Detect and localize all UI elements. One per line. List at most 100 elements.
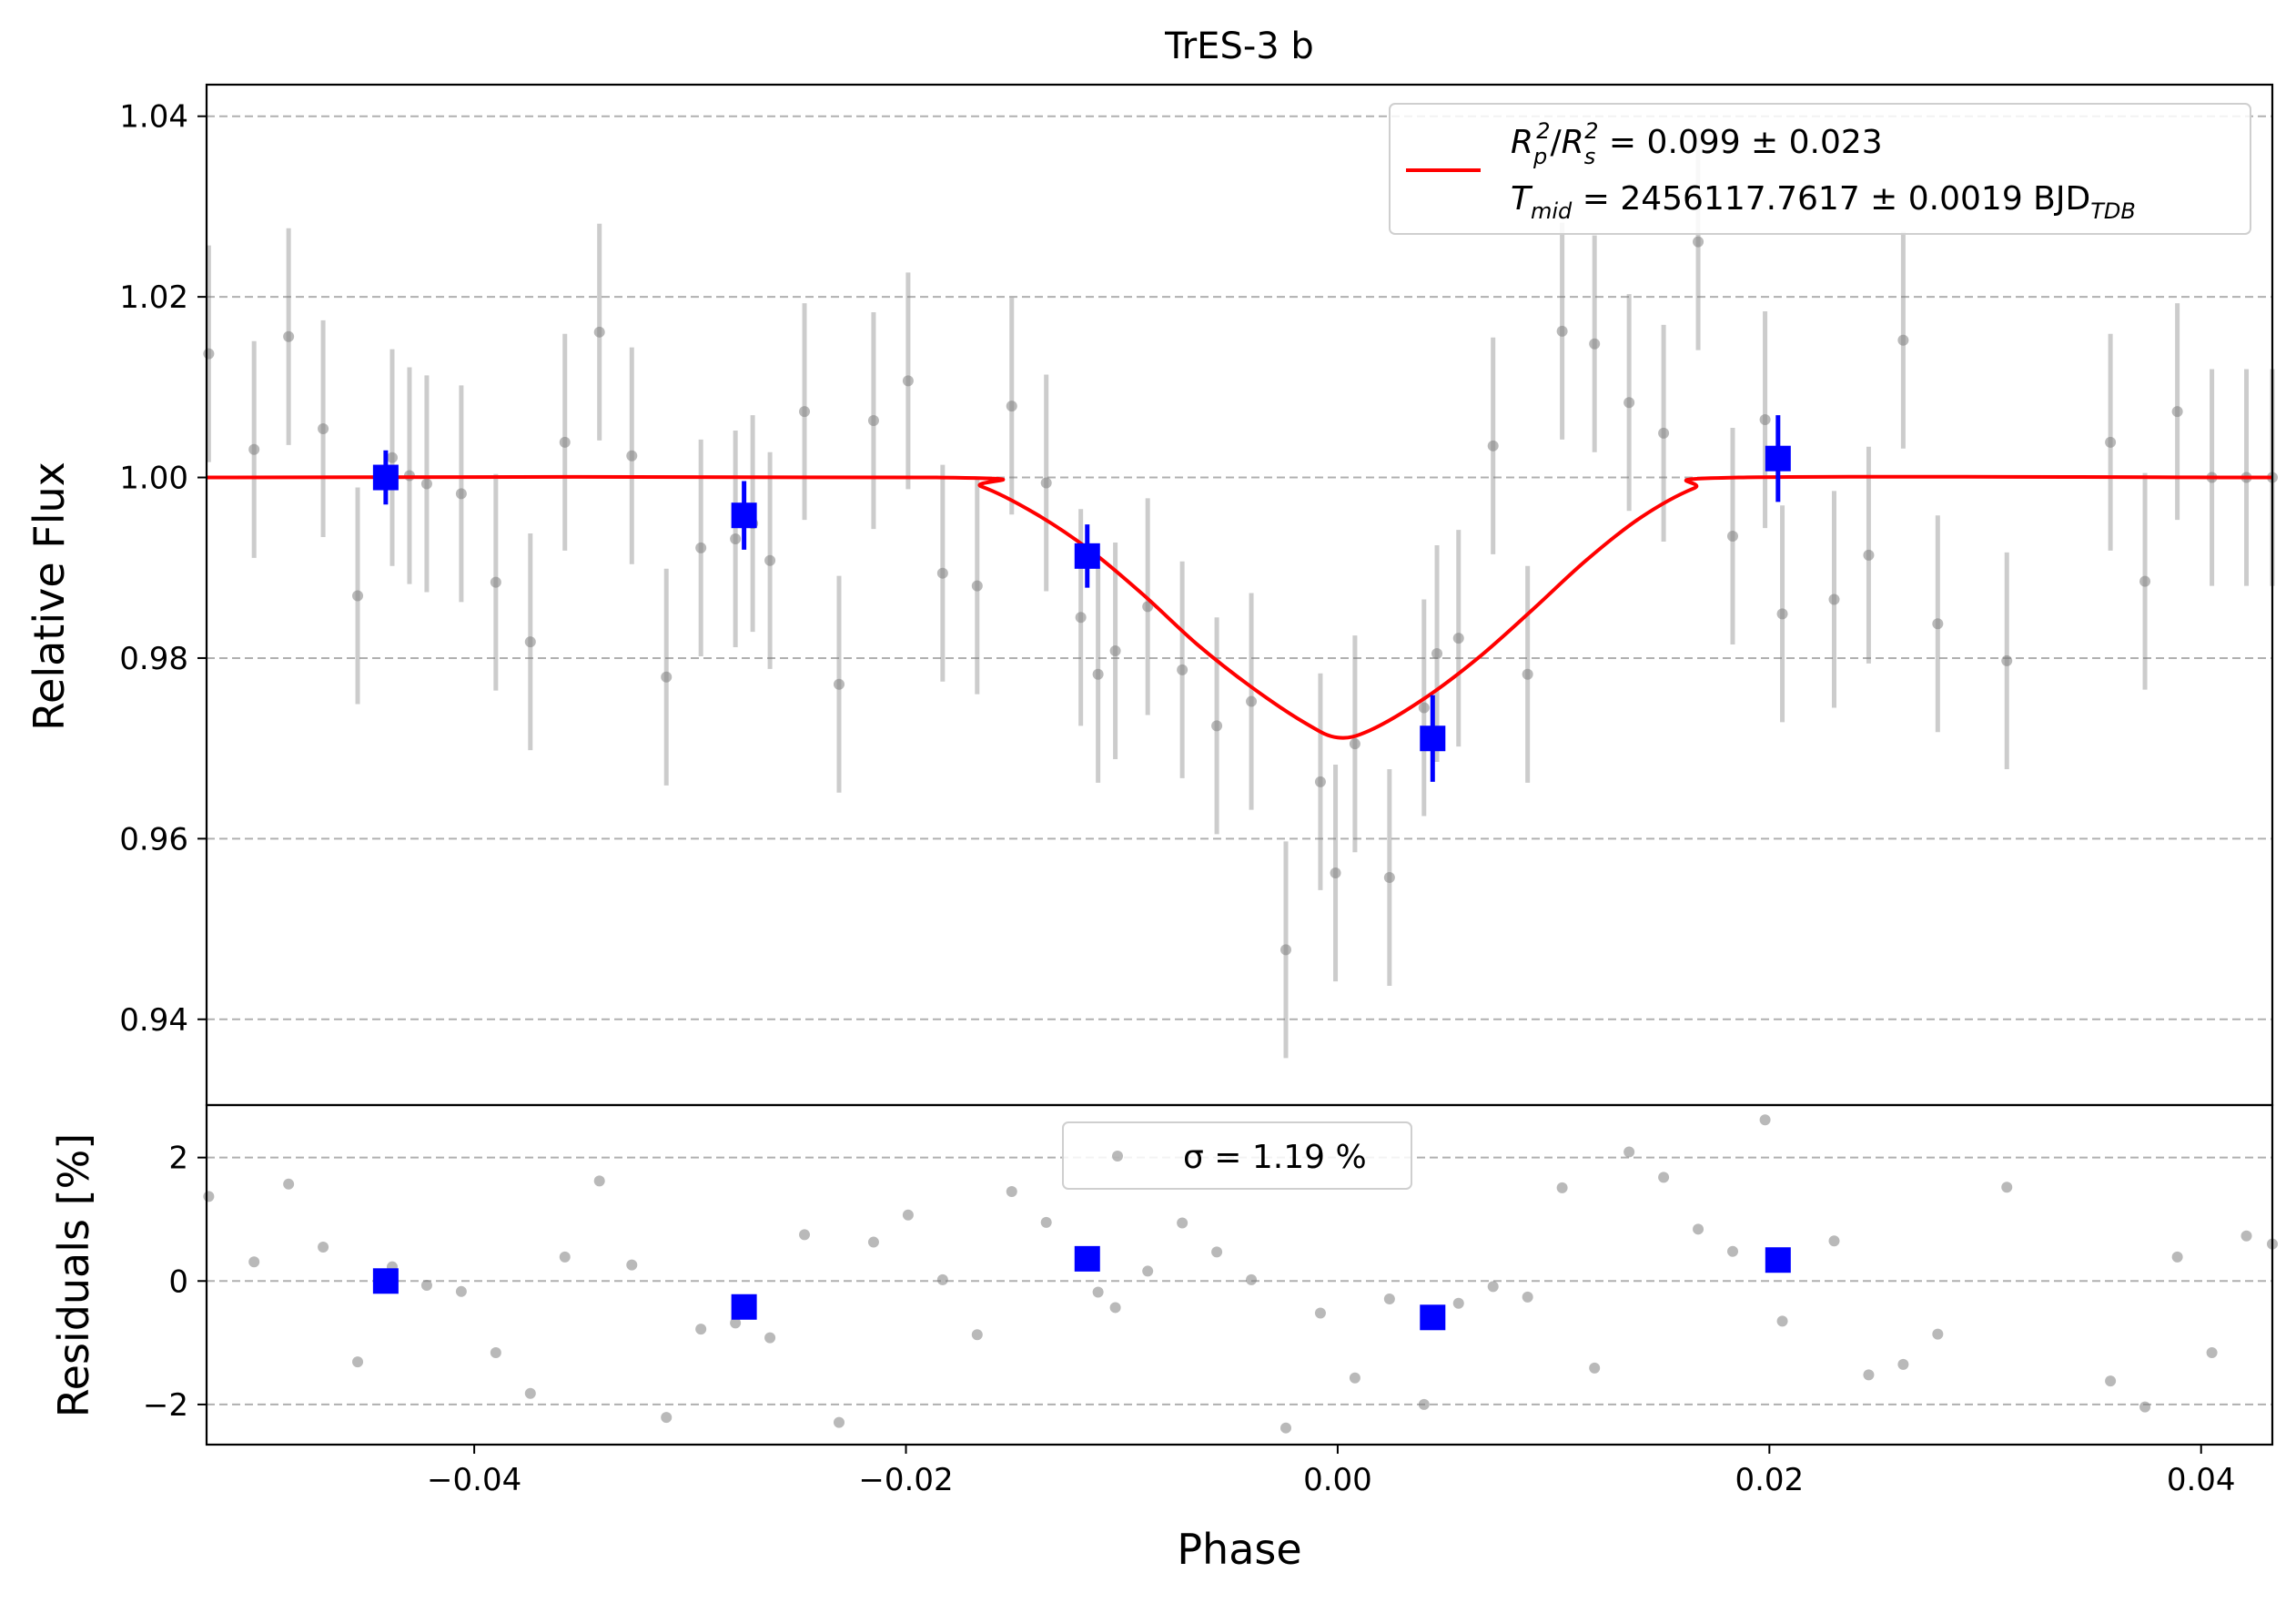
phase-x-tick-label: −0.02 <box>858 1462 953 1498</box>
transit-model-curve <box>206 474 2273 740</box>
residuals-y-tick-label: 0 <box>168 1263 188 1300</box>
residual-point <box>1487 1281 1499 1293</box>
residual-point <box>490 1346 501 1358</box>
residual-point <box>2240 1230 2252 1242</box>
residual-point <box>867 1236 879 1248</box>
residual-point <box>1658 1172 1670 1183</box>
legend-r1-sub: p <box>1532 144 1547 169</box>
residual-point <box>420 1280 432 1292</box>
residual-point <box>1623 1146 1635 1158</box>
residual-point <box>1863 1369 1875 1381</box>
flux-data-point <box>626 450 638 462</box>
residual-point <box>730 1317 742 1329</box>
flux-y-axis-label: Relative Flux <box>25 462 74 731</box>
phase-x-tick-label: −0.04 <box>427 1462 521 1498</box>
flux-data-point <box>1418 702 1430 714</box>
flux-data-point <box>2105 436 2117 448</box>
flux-y-tick-label: 0.98 <box>119 641 188 677</box>
phase-x-tick-label: 0.02 <box>1735 1462 1804 1498</box>
legend-t: T <box>1511 180 1533 218</box>
residuals-y-ticks: −2 0 2 <box>143 1141 207 1424</box>
residual-point <box>2206 1346 2218 1358</box>
residual-point <box>352 1356 364 1368</box>
residual-point <box>1246 1273 1258 1285</box>
residual-point <box>318 1241 329 1253</box>
residual-point <box>1452 1297 1464 1309</box>
legend-t-sub: mid <box>1531 198 1573 224</box>
flux-panel: 0.940.960.981.001.021.04 Rp2/Rs2 = 0.099… <box>25 83 2278 1107</box>
flux-y-tick-label: 1.00 <box>119 461 188 497</box>
residual-point <box>1040 1216 1052 1228</box>
flux-data-point <box>695 542 707 553</box>
residual-point <box>283 1178 295 1190</box>
binned-residual-point <box>1420 1304 1446 1331</box>
legend-radius-ratio: Rp2/Rs2 = 0.099 ± 0.023 <box>1511 118 1883 169</box>
chart-title: TrES-3 b <box>1164 25 1314 67</box>
flux-data-point <box>455 488 467 500</box>
residual-point <box>1932 1328 1944 1340</box>
flux-legend-box <box>1389 103 2251 235</box>
residual-point <box>1897 1358 1909 1370</box>
flux-binned-points <box>372 415 1791 782</box>
residual-point <box>1279 1422 1291 1434</box>
flux-data-point <box>248 443 260 455</box>
flux-data-point <box>1589 338 1601 350</box>
legend-slash: / <box>1551 124 1563 161</box>
residual-point <box>2171 1251 2183 1263</box>
residuals-binned-points <box>372 1245 1791 1331</box>
binned-residual-point <box>731 1294 757 1320</box>
flux-y-tick-label: 1.02 <box>119 279 188 316</box>
flux-data-point <box>1349 738 1360 750</box>
residuals-legend-sigma: σ = 1.19 % <box>1183 1139 1367 1176</box>
legend-r2-sup: 2 <box>1584 118 1598 144</box>
residuals-legend-marker <box>1112 1151 1123 1162</box>
residuals-data-points <box>203 1114 2278 1434</box>
flux-data-point <box>1142 601 1154 613</box>
residual-point <box>1211 1246 1223 1258</box>
residual-point <box>1092 1286 1104 1298</box>
residual-point <box>626 1259 638 1271</box>
residual-point <box>1349 1372 1360 1384</box>
flux-data-point <box>764 554 776 566</box>
residual-point <box>1418 1398 1430 1410</box>
flux-data-point <box>1314 776 1326 787</box>
residual-point <box>1693 1223 1704 1235</box>
flux-data-point <box>283 330 295 342</box>
binned-point <box>1765 445 1791 472</box>
residual-point <box>2105 1375 2117 1387</box>
flux-data-point <box>1092 668 1104 680</box>
flux-legend: Rp2/Rs2 = 0.099 ± 0.023 Tmid = 2456117.7… <box>1389 103 2251 235</box>
legend-r2: R <box>1562 124 1584 161</box>
flux-data-point <box>203 348 215 360</box>
residual-point <box>1177 1217 1188 1229</box>
residuals-axes-frame <box>205 1103 2274 1446</box>
flux-data-point <box>1776 608 1788 620</box>
legend-r1-sup: 2 <box>1536 118 1550 144</box>
flux-data-point <box>1006 401 1017 412</box>
phase-x-tick-label: 0.04 <box>2167 1462 2236 1498</box>
flux-data-point <box>1623 397 1635 409</box>
flux-data-point <box>1211 720 1223 732</box>
binned-residual-point <box>1074 1245 1100 1272</box>
flux-data-point <box>318 422 329 434</box>
flux-data-points <box>203 133 2278 1059</box>
flux-data-point <box>1177 664 1188 675</box>
flux-data-point <box>2139 575 2151 587</box>
flux-data-point <box>1040 477 1052 489</box>
residual-point <box>1109 1302 1121 1314</box>
legend-tmid: Tmid = 2456117.7617 ± 0.0019 BJDTDB <box>1511 180 2136 224</box>
flux-data-point <box>1431 647 1443 659</box>
residuals-y-axis-label: Residuals [%] <box>49 1133 98 1417</box>
residual-point <box>1006 1185 1017 1197</box>
residuals-legend-box <box>1062 1121 1412 1190</box>
flux-data-point <box>971 580 983 592</box>
residual-point <box>1759 1114 1771 1126</box>
flux-data-point <box>420 478 432 490</box>
flux-data-point <box>490 576 501 588</box>
residual-point <box>593 1175 605 1187</box>
flux-data-point <box>833 678 845 690</box>
residuals-legend: σ = 1.19 % <box>1062 1121 1412 1190</box>
residuals-y-tick-label: 2 <box>168 1141 188 1177</box>
binned-point <box>372 464 399 491</box>
